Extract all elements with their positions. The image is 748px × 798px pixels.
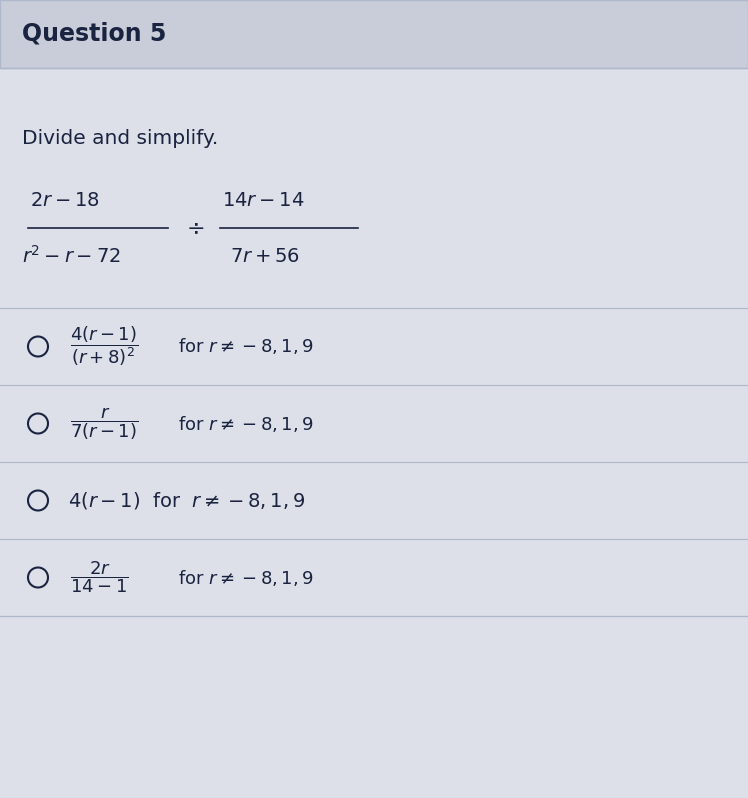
Text: $\dfrac{r}{7(r-1)}$: $\dfrac{r}{7(r-1)}$ [70,405,138,442]
Text: $r^2-r-72$: $r^2-r-72$ [22,245,121,267]
Text: $\dfrac{2r}{14-1}$: $\dfrac{2r}{14-1}$ [70,559,129,595]
Text: $4(r-1)$  for  $r \neq -8, 1, 9$: $4(r-1)$ for $r \neq -8, 1, 9$ [68,490,305,511]
Text: for $r \neq -8, 1, 9$: for $r \neq -8, 1, 9$ [178,413,313,433]
Text: for $r \neq -8, 1, 9$: for $r \neq -8, 1, 9$ [178,337,313,357]
Text: $2r-18$: $2r-18$ [30,191,100,210]
Bar [0,0,748,68]
Text: for $r \neq -8, 1, 9$: for $r \neq -8, 1, 9$ [178,567,313,587]
Text: $\div$: $\div$ [186,218,204,238]
Text: $7r+56$: $7r+56$ [230,247,300,266]
Text: $\dfrac{4(r-1)}{(r+8)^2}$: $\dfrac{4(r-1)}{(r+8)^2}$ [70,325,138,369]
Text: Question 5: Question 5 [22,22,166,46]
Text: $14r-14$: $14r-14$ [222,191,304,210]
Text: Divide and simplify.: Divide and simplify. [22,128,218,148]
